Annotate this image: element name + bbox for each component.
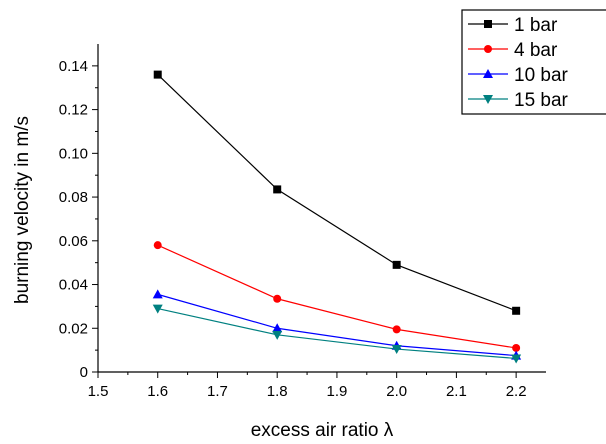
x-tick-label: 1.5 [88,383,109,400]
series-line-15-bar [157,308,517,360]
series-line-4-bar [157,244,517,349]
legend-label-10-bar: 10 bar [514,65,569,86]
x-axis-ticks: 1.5 1.6 1.7 1.8 1.9 2.0 2.1 2.2 [88,372,527,400]
legend-label-15-bar: 15 bar [514,90,569,111]
x-tick-label: 2.0 [386,383,407,400]
series-4-bar [153,241,521,352]
legend-marker-1-bar [484,20,492,28]
y-tick-label: 0.06 [59,233,88,250]
series-10-bar [152,289,522,360]
y-tick-label: 0 [80,364,88,381]
legend-marker-15-bar [483,95,493,104]
x-tick-label: 1.8 [267,383,288,400]
data-point-15-bar [272,330,283,340]
legend-marker-10-bar [483,69,493,78]
data-point-1-bar [273,185,282,194]
y-axis-ticks: 0 0.02 0.04 0.06 0.08 0.10 0.12 0.14 [59,58,98,381]
data-point-4-bar [512,343,521,352]
data-point-10-bar [272,323,283,333]
x-tick-label: 1.7 [207,383,228,400]
legend-marker-4-bar [484,45,492,53]
series-line-10-bar [157,293,517,357]
x-axis-label: excess air ratio λ [251,420,394,441]
plot-area [152,70,522,364]
legend: 1 bar 4 bar 10 bar 15 bar [461,9,606,115]
data-point-4-bar [392,325,401,334]
y-tick-label: 0.12 [59,102,88,119]
data-point-1-bar [392,260,401,269]
series-line-1-bar [157,74,517,312]
data-point-1-bar [153,70,162,79]
axes [97,44,546,373]
data-point-10-bar [152,289,163,299]
x-tick-label: 2.2 [506,383,527,400]
data-point-4-bar [153,241,162,250]
x-tick-label: 2.1 [446,383,467,400]
y-tick-label: 0.10 [59,145,88,162]
y-tick-label: 0.04 [59,277,88,294]
legend-label-4-bar: 4 bar [514,40,558,61]
data-point-1-bar [512,306,521,315]
data-point-15-bar [511,354,522,364]
x-tick-label: 1.9 [327,383,348,400]
y-tick-label: 0.14 [59,58,88,75]
series-1-bar [153,70,521,315]
data-point-4-bar [273,294,282,303]
data-point-15-bar [391,345,402,355]
x-tick-label: 1.6 [147,383,168,400]
data-point-15-bar [152,304,163,314]
legend-label-1-bar: 1 bar [514,15,558,36]
series-15-bar [152,304,522,364]
y-axis-label: burning velocity in m/s [12,116,33,304]
y-tick-label: 0.08 [59,189,88,206]
y-tick-label: 0.02 [59,320,88,337]
